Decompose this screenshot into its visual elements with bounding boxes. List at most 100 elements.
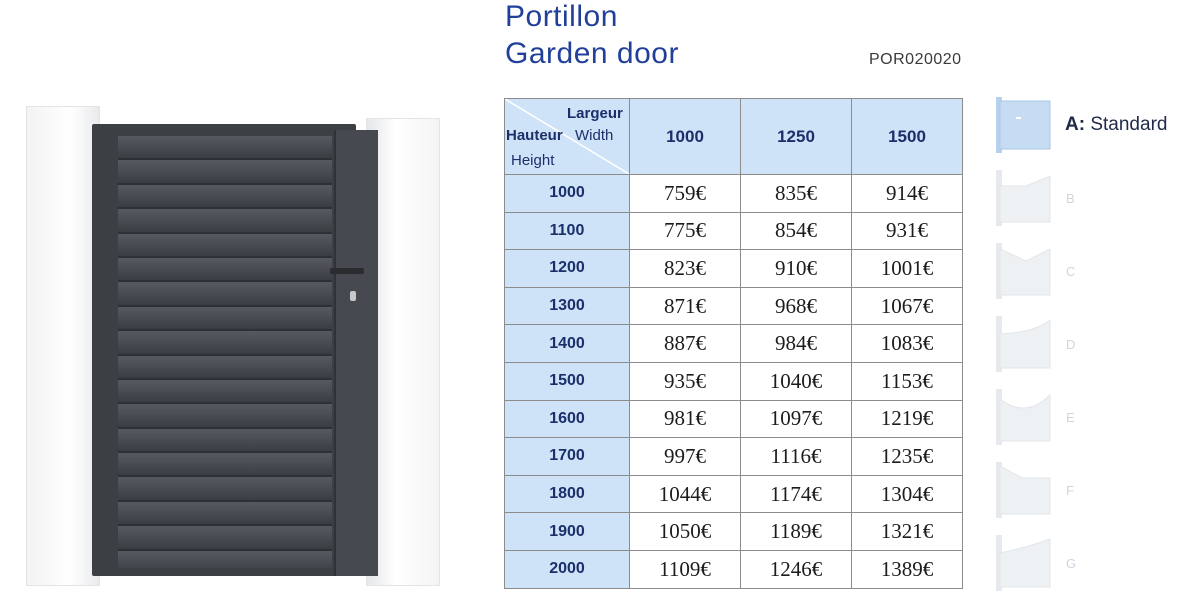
gate-handle <box>330 268 364 274</box>
price-cell: 984€ <box>740 324 852 363</box>
price-cell: 1050€ <box>629 512 741 551</box>
price-cell: 968€ <box>740 286 852 326</box>
price-cell: 910€ <box>740 249 852 288</box>
variant-a-letter: A: <box>1065 114 1086 135</box>
corner-diagonal <box>505 99 629 174</box>
price-cell: 823€ <box>629 249 741 288</box>
gate-slat <box>118 453 332 478</box>
price-cell: 935€ <box>629 361 741 401</box>
variant-letter-f: F <box>1066 483 1074 498</box>
height-cell: 1900 <box>504 512 630 551</box>
gate-slat <box>118 404 332 429</box>
table-row: 1000 759€ 835€ 914€ <box>504 174 963 213</box>
table-row: 1400 887€ 984€ 1083€ <box>504 324 963 363</box>
price-cell: 1219€ <box>851 399 963 439</box>
variant-thumbnail-e <box>996 389 1054 445</box>
width-label-en: Width <box>575 127 614 144</box>
variant-letter-g: G <box>1066 556 1077 571</box>
table-row: 1700 997€ 1116€ 1235€ <box>504 437 963 476</box>
table-header-row: Largeur Width Hauteur Height 1000 1250 1… <box>504 98 963 175</box>
title-english: Garden door <box>505 37 679 70</box>
variant-thumbnail-b <box>996 170 1054 226</box>
gate-lock <box>350 291 356 301</box>
variant-thumbnail-c <box>996 243 1054 299</box>
width-header: 1500 <box>851 98 963 175</box>
gate-slat <box>118 428 332 454</box>
table-row: 1200 823€ 910€ 1001€ <box>504 249 963 288</box>
price-cell: 1389€ <box>851 549 963 589</box>
variant-letter-e: E <box>1066 410 1075 425</box>
price-cell: 1189€ <box>740 512 852 551</box>
gate-slat <box>118 136 332 161</box>
price-cell: 1304€ <box>851 474 963 514</box>
price-cell: 871€ <box>629 286 741 326</box>
variant-thumbnail-a <box>996 97 1054 153</box>
price-cell: 1109€ <box>629 549 741 589</box>
gate-slat <box>118 526 332 551</box>
height-cell: 1500 <box>504 361 630 401</box>
price-cell: 1153€ <box>851 361 963 401</box>
price-cell: 997€ <box>629 437 741 476</box>
gate-slat <box>118 257 332 283</box>
gate-slat <box>118 160 332 185</box>
price-cell: 1097€ <box>740 399 852 439</box>
price-cell: 914€ <box>851 174 963 213</box>
table-row: 1300 871€ 968€ 1067€ <box>504 286 963 326</box>
table-corner-cell: Largeur Width Hauteur Height <box>504 98 630 175</box>
price-cell: 1116€ <box>740 437 852 476</box>
height-cell: 2000 <box>504 549 630 589</box>
height-cell: 1400 <box>504 324 630 363</box>
variant-a-name: Standard <box>1090 114 1168 135</box>
gate-illustration <box>0 96 450 596</box>
gate-slat <box>118 501 332 527</box>
left-pillar <box>26 106 100 586</box>
height-cell: 1000 <box>504 174 630 213</box>
table-row: 2000 1109€ 1246€ 1389€ <box>504 549 963 589</box>
table-row: 1100 775€ 854€ 931€ <box>504 211 963 251</box>
height-cell: 1300 <box>504 286 630 326</box>
height-cell: 1200 <box>504 249 630 288</box>
price-cell: 1235€ <box>851 437 963 476</box>
variant-letter-c: C <box>1066 264 1076 279</box>
width-header: 1250 <box>740 98 852 175</box>
gate-slat <box>118 477 332 502</box>
price-table: Largeur Width Hauteur Height 1000 1250 1… <box>504 98 963 589</box>
gate-lock-stile <box>334 130 378 576</box>
height-cell: 1100 <box>504 211 630 251</box>
height-cell: 1800 <box>504 474 630 514</box>
variant-thumbnail-f <box>996 462 1054 518</box>
price-cell: 1001€ <box>851 249 963 288</box>
variant-letter-b: B <box>1066 191 1075 206</box>
price-cell: 931€ <box>851 211 963 251</box>
variant-thumbnail-g <box>996 535 1054 591</box>
gate-slat <box>118 306 332 332</box>
price-cell: 887€ <box>629 324 741 363</box>
price-cell: 1040€ <box>740 361 852 401</box>
table-row: 1500 935€ 1040€ 1153€ <box>504 361 963 401</box>
width-label-fr: Largeur <box>567 105 623 122</box>
gate-slat <box>118 550 332 568</box>
price-cell: 854€ <box>740 211 852 251</box>
price-cell: 1246€ <box>740 549 852 589</box>
product-reference: POR020020 <box>869 51 962 68</box>
price-cell: 1083€ <box>851 324 963 363</box>
gate-slat <box>118 209 332 234</box>
gate-slats <box>118 136 332 568</box>
variant-letter-d: D <box>1066 337 1076 352</box>
right-pillar <box>366 118 440 586</box>
price-cell: 759€ <box>629 174 741 213</box>
variant-thumbnail-d <box>996 316 1054 372</box>
table-row: 1600 981€ 1097€ 1219€ <box>504 399 963 439</box>
price-cell: 1067€ <box>851 286 963 326</box>
price-cell: 1044€ <box>629 474 741 514</box>
price-cell: 1321€ <box>851 512 963 551</box>
price-cell: 981€ <box>629 399 741 439</box>
gate-slat <box>118 379 332 405</box>
gate-slat <box>118 184 332 210</box>
variant-a-label: A: Standard <box>1065 114 1167 136</box>
table-row: 1900 1050€ 1189€ 1321€ <box>504 512 963 551</box>
table-row: 1800 1044€ 1174€ 1304€ <box>504 474 963 514</box>
price-cell: 1174€ <box>740 474 852 514</box>
height-cell: 1600 <box>504 399 630 439</box>
price-cell: 835€ <box>740 174 852 213</box>
